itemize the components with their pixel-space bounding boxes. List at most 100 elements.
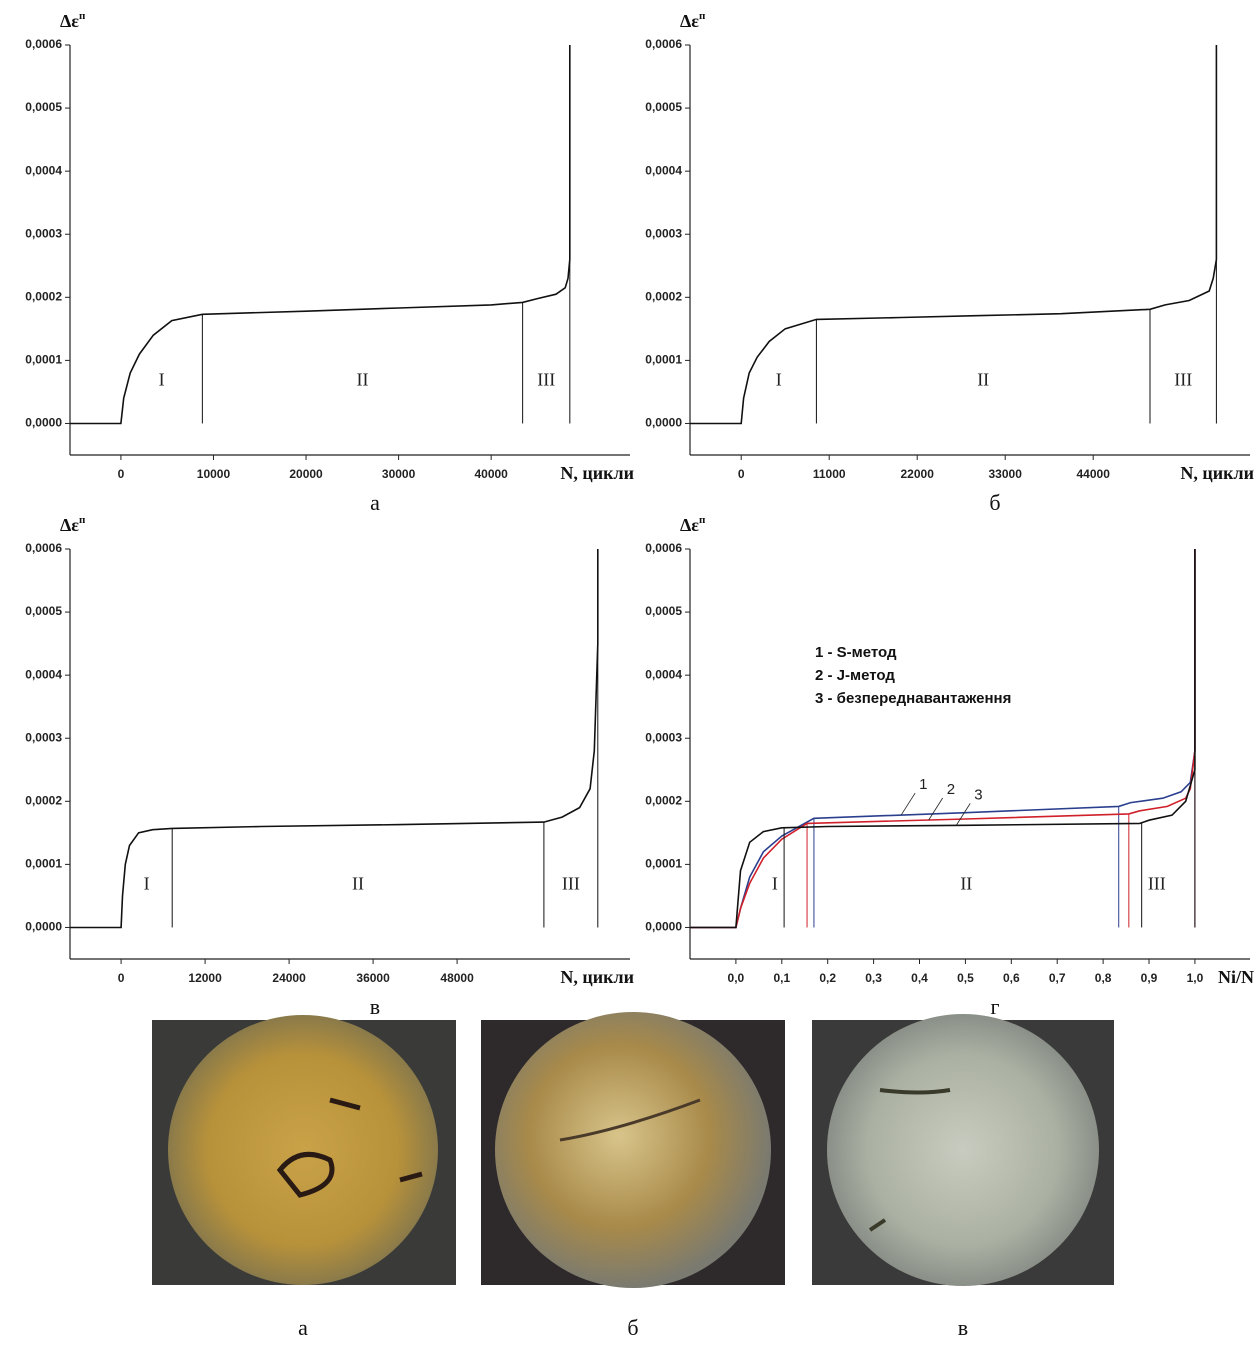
curve-label: 2 bbox=[947, 781, 955, 798]
curve bbox=[690, 549, 1196, 929]
x-tick-label: 22000 bbox=[901, 467, 935, 481]
leader-line bbox=[928, 797, 944, 821]
y-tick-label: 0,0002 bbox=[645, 289, 682, 303]
y-tick-label: 0,0003 bbox=[645, 226, 682, 240]
region-label: I bbox=[776, 369, 782, 389]
x-tick-label: 0,2 bbox=[819, 971, 836, 985]
curve bbox=[70, 549, 599, 929]
caption: б bbox=[989, 490, 1000, 515]
region-label: III bbox=[1174, 369, 1192, 389]
y-axis-label: Δεп bbox=[60, 10, 86, 32]
photo-caption: в bbox=[958, 1315, 968, 1340]
x-tick-label: 0,5 bbox=[957, 971, 974, 985]
x-axis-label: N, цикли bbox=[560, 463, 634, 483]
y-tick-label: 0,0004 bbox=[645, 163, 682, 177]
y-axis-label-sup: п bbox=[699, 514, 706, 526]
legend-entry: 2 - J-метод bbox=[815, 667, 895, 684]
y-axis-label-main: Δε bbox=[60, 11, 79, 31]
region-label: II bbox=[352, 873, 364, 893]
region-label: II bbox=[977, 369, 989, 389]
region-label: I bbox=[144, 873, 150, 893]
x-tick-label: 1,0 bbox=[1187, 971, 1204, 985]
curve bbox=[70, 45, 571, 425]
y-tick-label: 0,0006 bbox=[25, 541, 62, 555]
y-tick-label: 0,0005 bbox=[25, 100, 62, 114]
y-tick-label: 0,0004 bbox=[25, 667, 62, 681]
x-axis-label: N, цикли bbox=[560, 967, 634, 987]
region-label: III bbox=[562, 873, 580, 893]
x-tick-label: 11000 bbox=[813, 467, 846, 481]
y-axis-label: Δεп bbox=[680, 514, 706, 536]
y-axis-label-main: Δε bbox=[680, 515, 699, 535]
legend-entry: 3 - безпереднавантаження bbox=[815, 690, 1011, 707]
y-axis-label-main: Δε bbox=[680, 11, 699, 31]
x-tick-label: 12000 bbox=[188, 971, 222, 985]
y-tick-label: 0,0000 bbox=[645, 920, 682, 934]
y-tick-label: 0,0000 bbox=[25, 920, 62, 934]
photo bbox=[152, 1015, 456, 1285]
x-tick-label: 44000 bbox=[1077, 467, 1111, 481]
region-label: II bbox=[356, 369, 368, 389]
y-tick-label: 0,0000 bbox=[25, 416, 62, 430]
photo bbox=[812, 1014, 1114, 1286]
y-tick-label: 0,0006 bbox=[645, 541, 682, 555]
y-tick-label: 0,0002 bbox=[25, 289, 62, 303]
x-tick-label: 24000 bbox=[272, 971, 306, 985]
x-tick-label: 0,8 bbox=[1095, 971, 1112, 985]
x-tick-label: 0 bbox=[118, 971, 125, 985]
x-tick-label: 20000 bbox=[289, 467, 323, 481]
y-tick-label: 0,0006 bbox=[25, 37, 62, 51]
caption: г bbox=[990, 994, 999, 1019]
curve-label: 3 bbox=[974, 786, 982, 803]
x-axis-label: Ni/N bbox=[1218, 967, 1254, 987]
y-tick-label: 0,0005 bbox=[25, 604, 62, 618]
x-tick-label: 0,7 bbox=[1049, 971, 1066, 985]
leader-line bbox=[900, 792, 916, 816]
curve-label: 1 bbox=[919, 776, 927, 793]
y-tick-label: 0,0003 bbox=[25, 730, 62, 744]
y-tick-label: 0,0006 bbox=[645, 37, 682, 51]
x-tick-label: 0 bbox=[118, 467, 125, 481]
y-tick-label: 0,0003 bbox=[645, 730, 682, 744]
y-tick-label: 0,0000 bbox=[645, 416, 682, 430]
x-tick-label: 0,6 bbox=[1003, 971, 1020, 985]
y-axis-label-sup: п bbox=[699, 10, 706, 22]
x-tick-label: 30000 bbox=[382, 467, 416, 481]
y-tick-label: 0,0005 bbox=[645, 604, 682, 618]
x-tick-label: 0 bbox=[738, 467, 745, 481]
x-tick-label: 0,1 bbox=[773, 971, 790, 985]
curve bbox=[690, 45, 1218, 425]
y-tick-label: 0,0004 bbox=[25, 163, 62, 177]
x-tick-label: 0,4 bbox=[911, 971, 928, 985]
x-tick-label: 40000 bbox=[474, 467, 508, 481]
photo-caption: б bbox=[627, 1315, 638, 1340]
y-tick-label: 0,0002 bbox=[25, 793, 62, 807]
photo bbox=[481, 1012, 785, 1288]
x-tick-label: 33000 bbox=[989, 467, 1023, 481]
y-tick-label: 0,0005 bbox=[645, 100, 682, 114]
y-axis-label-main: Δε bbox=[60, 515, 79, 535]
caption: а bbox=[370, 490, 380, 515]
region-label: II bbox=[960, 873, 972, 893]
y-tick-label: 0,0001 bbox=[25, 353, 62, 367]
legend-entry: 1 - S-метод bbox=[815, 644, 897, 661]
x-tick-label: 0,9 bbox=[1141, 971, 1158, 985]
region-label: III bbox=[537, 369, 555, 389]
y-tick-label: 0,0001 bbox=[645, 857, 682, 871]
y-axis-label: Δεп bbox=[60, 514, 86, 536]
x-tick-label: 0,3 bbox=[865, 971, 882, 985]
y-tick-label: 0,0003 bbox=[25, 226, 62, 240]
photo-caption: а bbox=[298, 1315, 308, 1340]
y-axis-label-sup: п bbox=[79, 514, 86, 526]
region-label: I bbox=[772, 873, 778, 893]
x-tick-label: 36000 bbox=[356, 971, 390, 985]
x-tick-label: 48000 bbox=[440, 971, 474, 985]
y-tick-label: 0,0004 bbox=[645, 667, 682, 681]
x-tick-label: 0,0 bbox=[728, 971, 745, 985]
leader-line bbox=[955, 803, 971, 826]
y-tick-label: 0,0001 bbox=[25, 857, 62, 871]
x-axis-label: N, цикли bbox=[1180, 463, 1254, 483]
caption: в bbox=[370, 994, 380, 1019]
x-tick-label: 10000 bbox=[197, 467, 231, 481]
